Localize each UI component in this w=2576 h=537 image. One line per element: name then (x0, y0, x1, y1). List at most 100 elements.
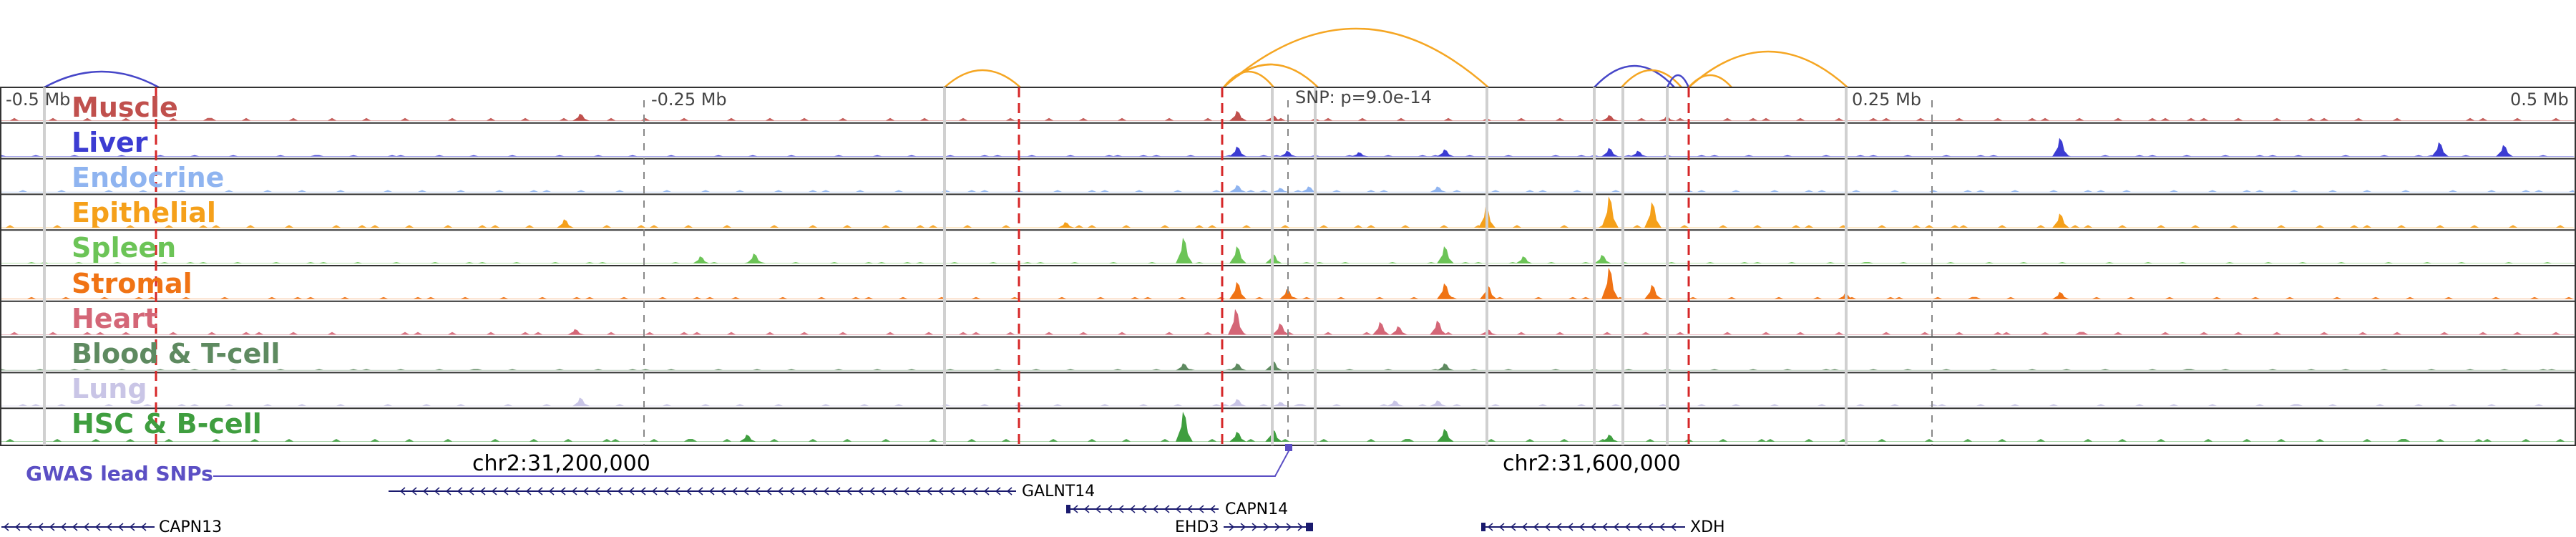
signal-peak (1437, 363, 1454, 371)
loop-arc (1594, 64, 1675, 88)
strand-arrow (857, 487, 864, 495)
strand-arrow (49, 523, 55, 531)
strand-arrow (1510, 523, 1516, 531)
strand-arrow (582, 487, 589, 495)
signal-peak (746, 253, 763, 263)
loop-arc (1666, 74, 1690, 88)
strand-arrow (26, 523, 32, 531)
strand-arrow (674, 487, 680, 495)
strand-arrow (1647, 523, 1654, 531)
strand-arrow (960, 487, 967, 495)
highlight-lines (43, 87, 1933, 445)
track-label-blood-t-cell: Blood & T-cell (72, 338, 280, 369)
strand-arrow (1601, 523, 1608, 531)
gene-label-capn14: CAPN14 (1225, 500, 1288, 518)
signal-peak (2052, 291, 2069, 299)
track-label-hsc-b-cell: HSC & B-cell (72, 408, 262, 440)
signal-peak (2431, 142, 2449, 157)
signal-peak (1229, 363, 1246, 371)
strand-arrow (1487, 523, 1493, 531)
strand-arrow (640, 487, 646, 495)
strand-arrow (1095, 505, 1101, 513)
coordinate-label-1: chr2:31,200,000 (472, 451, 650, 476)
strand-arrow (502, 487, 509, 495)
gwas-snp-connector (213, 444, 1292, 477)
signal-peak (1229, 432, 1246, 442)
strand-arrow (422, 487, 429, 495)
strand-arrow (106, 523, 112, 531)
strand-arrow (823, 487, 829, 495)
strand-arrow (72, 523, 78, 531)
signal-peak (1272, 323, 1289, 335)
loop-arc (1223, 63, 1319, 88)
signal-peak (1630, 150, 1647, 157)
track-label-lung: Lung (72, 373, 147, 405)
strand-arrow (1106, 505, 1113, 513)
strand-arrow (1567, 523, 1574, 531)
gene-capn14: CAPN14 (1066, 500, 1288, 518)
strand-arrow (1263, 523, 1269, 531)
strand-arrow (617, 487, 623, 495)
strand-arrow (846, 487, 852, 495)
signal-peak (1601, 435, 1619, 442)
loop-arc (944, 69, 1021, 88)
strand-arrow (605, 487, 612, 495)
track-label-liver: Liver (72, 127, 148, 158)
signal-peak (1437, 149, 1454, 157)
signal-baseline (1, 225, 2575, 228)
signal-baseline (1, 155, 2575, 157)
strand-arrow (1521, 523, 1528, 531)
strand-arrow (514, 487, 520, 495)
signal-peak (1372, 321, 1390, 335)
strand-arrow (663, 487, 669, 495)
strand-arrow (1498, 523, 1505, 531)
strand-arrow (129, 523, 135, 531)
strand-arrow (697, 487, 703, 495)
signal-peak (1437, 283, 1454, 299)
signal-peak (1601, 115, 1619, 121)
signal-peak (1229, 399, 1246, 407)
loop-arc (1688, 50, 1848, 88)
signal-peak (1229, 246, 1246, 263)
strand-arrow (1659, 523, 1665, 531)
gene-label-xdh: XDH (1690, 518, 1725, 536)
signal-peak (1176, 412, 1193, 442)
signal-peak (1228, 309, 1245, 335)
strand-arrow (949, 487, 955, 495)
signal-track-1 (1, 137, 2575, 157)
signal-peak (1176, 238, 1193, 263)
strand-arrow (811, 487, 818, 495)
strand-arrow (479, 487, 486, 495)
strand-arrow (594, 487, 600, 495)
strand-arrow (1670, 523, 1677, 531)
strand-arrow (743, 487, 749, 495)
strand-arrow (94, 523, 101, 531)
signal-peak (1430, 186, 1447, 193)
strand-arrow (972, 487, 978, 495)
strand-arrow (140, 523, 147, 531)
track-label-heart: Heart (72, 303, 157, 334)
signal-peak (572, 397, 590, 407)
scale-label-plus-0-5: 0.5 Mb (2510, 90, 2569, 110)
signal-peak (1601, 147, 1619, 157)
strand-arrow (1590, 523, 1596, 531)
track-label-stromal: Stromal (72, 268, 192, 299)
strand-arrow (457, 487, 463, 495)
strand-arrow (789, 487, 795, 495)
track-label-endocrine: Endocrine (72, 162, 224, 193)
track-label-spleen: Spleen (72, 232, 176, 263)
strand-arrow (37, 523, 44, 531)
strand-arrow (1556, 523, 1562, 531)
signal-baseline (1, 439, 2575, 442)
strand-arrow (914, 487, 921, 495)
loop-arc (44, 70, 160, 89)
strand-arrow (1186, 505, 1193, 513)
snp-annotation: SNP: p=9.0e-14 (1295, 87, 1432, 107)
signal-peak (1437, 429, 1454, 442)
strand-arrow (628, 487, 635, 495)
track-labels: Muscle Liver Endocrine Epithelial Spleen… (72, 92, 280, 440)
signal-peak (1437, 246, 1454, 263)
signal-peak (567, 329, 585, 335)
strand-arrow (766, 487, 772, 495)
